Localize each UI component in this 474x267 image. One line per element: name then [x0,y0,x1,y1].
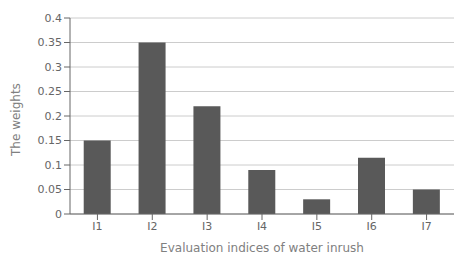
svg-text:0.1: 0.1 [45,159,63,172]
svg-text:0.3: 0.3 [45,61,63,74]
svg-text:I5: I5 [312,220,322,233]
svg-text:I6: I6 [367,220,377,233]
svg-text:I3: I3 [202,220,212,233]
svg-text:I1: I1 [92,220,102,233]
svg-text:0: 0 [55,208,62,221]
svg-text:I7: I7 [421,220,431,233]
svg-text:0.25: 0.25 [38,85,63,98]
svg-text:Evaluation indices of water in: Evaluation indices of water inrush [160,241,364,255]
svg-text:0.35: 0.35 [38,36,63,49]
svg-text:I4: I4 [257,220,267,233]
svg-text:The weights: The weights [9,83,23,157]
svg-text:I2: I2 [147,220,157,233]
svg-text:0.05: 0.05 [38,183,63,196]
svg-text:0.4: 0.4 [45,12,63,25]
svg-text:0.15: 0.15 [38,134,63,147]
svg-text:0.2: 0.2 [45,110,63,123]
